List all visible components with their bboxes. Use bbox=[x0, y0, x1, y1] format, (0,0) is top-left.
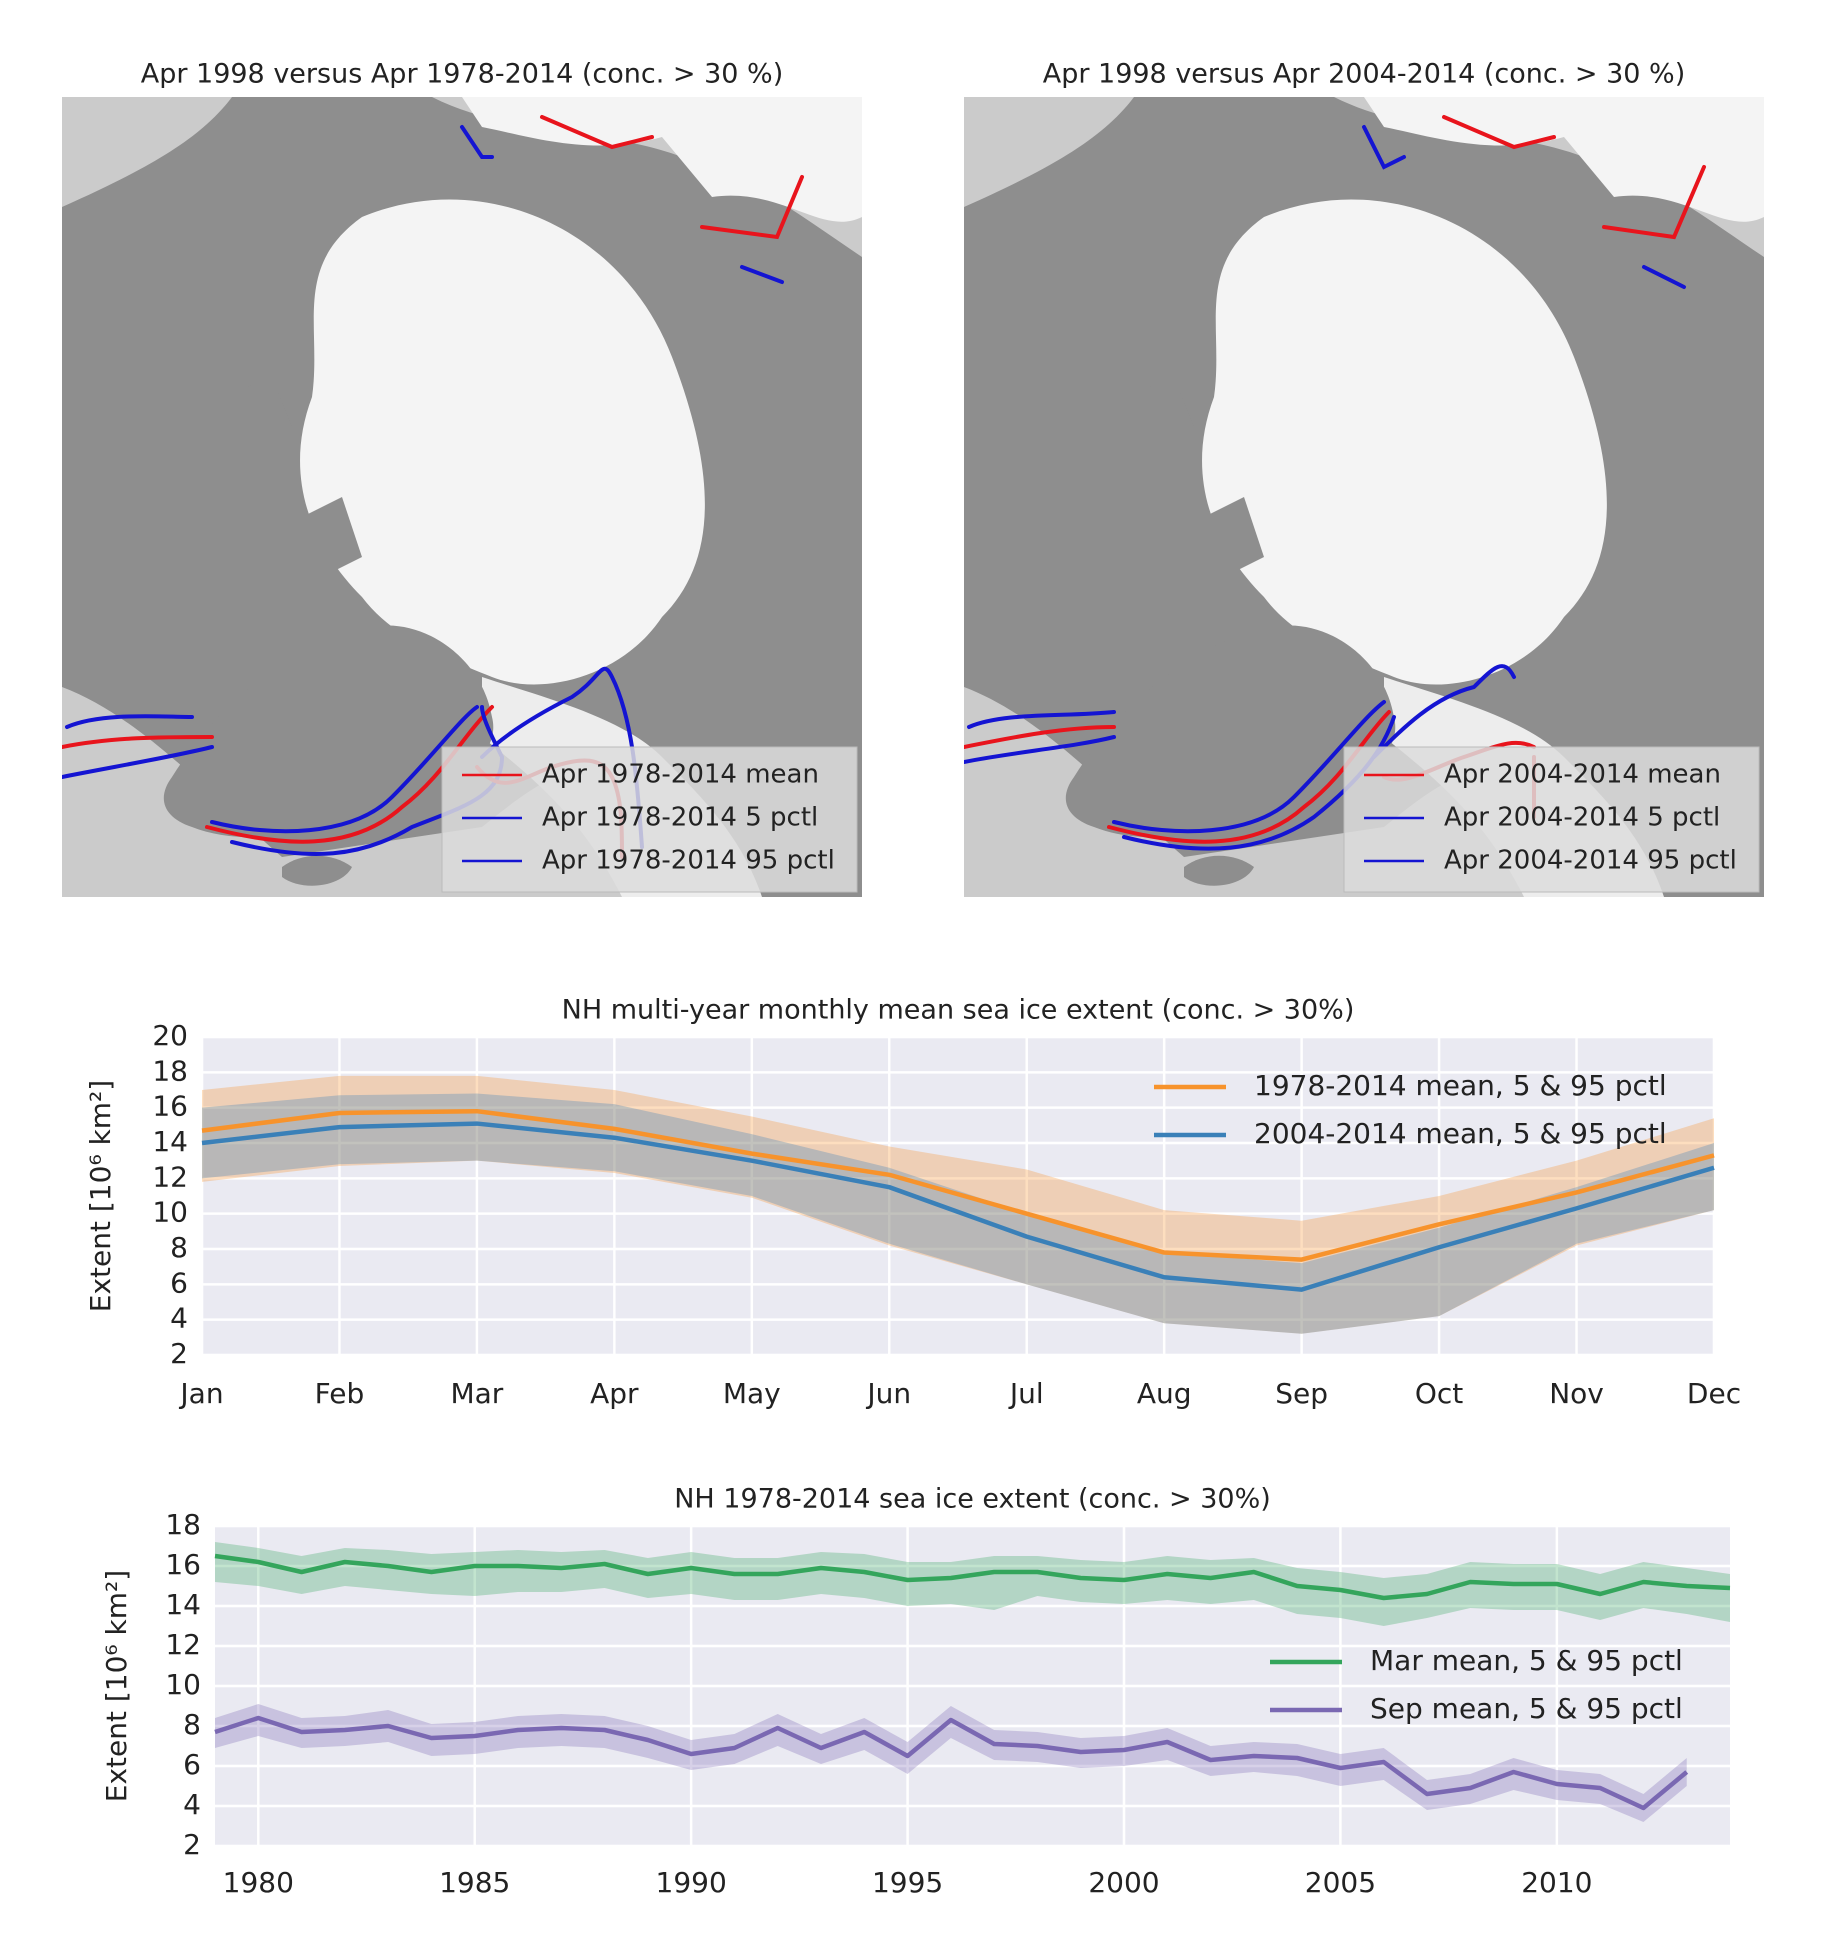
series-line bbox=[214, 1715, 1689, 1811]
ice-edge-contour bbox=[964, 735, 1116, 764]
ice-edge-contour bbox=[460, 125, 494, 159]
x-tick-label: 1985 bbox=[439, 1866, 510, 1899]
sea-ice bbox=[1202, 199, 1607, 685]
chart-title: NH 1978-2014 sea ice extent (conc. > 30%… bbox=[674, 1484, 1271, 1515]
ice-edge-contour bbox=[1442, 115, 1556, 150]
map-title: Apr 1998 versus Apr 2004-2014 (conc. > 3… bbox=[1043, 59, 1686, 90]
ice-edge-contour bbox=[65, 714, 194, 729]
x-tick-label: May bbox=[723, 1377, 781, 1410]
x-tick-label: Mar bbox=[450, 1377, 503, 1410]
y-tick-label: 12 bbox=[152, 1160, 188, 1193]
y-tick-label: 6 bbox=[170, 1266, 188, 1299]
ice-edge-contour bbox=[700, 175, 804, 240]
legend-label: Apr 1978-2014 mean bbox=[542, 760, 819, 790]
y-tick-label: 14 bbox=[152, 1125, 188, 1158]
map-title: Apr 1998 versus Apr 1978-2014 (conc. > 3… bbox=[141, 59, 784, 90]
y-axis-label: Extent [10⁶ km²] bbox=[84, 1080, 117, 1312]
greenland bbox=[1065, 625, 1396, 838]
ice-edge-contour bbox=[62, 735, 214, 749]
y-tick-label: 6 bbox=[183, 1748, 201, 1781]
x-tick-label: Dec bbox=[1687, 1377, 1741, 1410]
x-tick-label: Oct bbox=[1415, 1377, 1463, 1410]
x-tick-label: Apr bbox=[590, 1377, 639, 1410]
legend-label: Apr 1978-2014 5 pctl bbox=[542, 803, 818, 833]
x-tick-label: 2010 bbox=[1521, 1866, 1592, 1899]
islands bbox=[1124, 377, 1264, 577]
ice-edge-contour bbox=[964, 725, 1116, 749]
ice-edge-contour bbox=[1107, 710, 1391, 844]
y-tick-label: 10 bbox=[165, 1668, 201, 1701]
y-tick-label: 4 bbox=[170, 1302, 188, 1335]
x-tick-label: 2000 bbox=[1088, 1866, 1159, 1899]
y-tick-label: 16 bbox=[152, 1090, 188, 1123]
legend-box bbox=[1343, 746, 1760, 893]
chart-title: NH multi-year monthly mean sea ice exten… bbox=[562, 995, 1355, 1026]
x-tick-label: 1995 bbox=[872, 1866, 943, 1899]
band bbox=[215, 1704, 1687, 1822]
ice-edge-contour bbox=[1372, 664, 1516, 759]
y-tick-label: 14 bbox=[165, 1588, 201, 1621]
islands bbox=[222, 377, 362, 577]
y-axis-label: Extent [10⁶ km²] bbox=[100, 1570, 133, 1802]
legend-label: Apr 2004-2014 mean bbox=[1444, 760, 1721, 790]
ice-edge-contour bbox=[62, 745, 214, 779]
x-tick-label: Aug bbox=[1137, 1377, 1192, 1410]
legend-label: Sep mean, 5 & 95 pctl bbox=[1370, 1692, 1683, 1725]
band bbox=[202, 1075, 1714, 1334]
y-tick-label: 2 bbox=[170, 1337, 188, 1370]
ice-edge-contour bbox=[205, 705, 494, 844]
y-tick-label: 2 bbox=[183, 1828, 201, 1861]
map: Apr 1978-2014 mean Apr 1978-2014 5 pctl Ap… bbox=[62, 97, 862, 897]
legend-label: 1978-2014 mean, 5 & 95 pctl bbox=[1254, 1069, 1667, 1102]
ice-edge-contour bbox=[1362, 125, 1406, 170]
ice-edge-contour bbox=[1112, 700, 1386, 834]
x-tick-label: Nov bbox=[1549, 1377, 1604, 1410]
y-tick-label: 12 bbox=[165, 1628, 201, 1661]
series-line bbox=[201, 1121, 1715, 1292]
y-tick-label: 18 bbox=[152, 1054, 188, 1087]
sea-ice bbox=[462, 97, 862, 222]
y-tick-label: 10 bbox=[152, 1196, 188, 1229]
x-tick-label: Jul bbox=[1008, 1377, 1044, 1410]
ice-edge-contour bbox=[540, 115, 654, 150]
legend-label: Mar mean, 5 & 95 pctl bbox=[1370, 1644, 1683, 1677]
x-tick-label: Feb bbox=[315, 1377, 365, 1410]
x-tick-label: Jun bbox=[865, 1377, 911, 1410]
iceland bbox=[1184, 855, 1254, 886]
ice-edge-contour bbox=[210, 705, 479, 834]
ice-edge-contour bbox=[1642, 265, 1686, 289]
y-tick-label: 8 bbox=[170, 1231, 188, 1264]
x-tick-label: 1990 bbox=[656, 1866, 727, 1899]
x-tick-label: Sep bbox=[1275, 1377, 1328, 1410]
legend-label: Apr 2004-2014 95 pctl bbox=[1444, 846, 1737, 876]
ice-edge-contour bbox=[740, 265, 784, 284]
ice-edge-contour bbox=[1602, 165, 1706, 240]
iceland bbox=[282, 855, 352, 886]
legend-label: Apr 2004-2014 5 pctl bbox=[1444, 803, 1720, 833]
legend-label: 2004-2014 mean, 5 & 95 pctl bbox=[1254, 1117, 1667, 1150]
sea-ice bbox=[1364, 97, 1764, 222]
greenland bbox=[163, 625, 494, 838]
ocean bbox=[62, 97, 232, 207]
y-tick-label: 18 bbox=[165, 1508, 201, 1541]
y-tick-label: 8 bbox=[183, 1708, 201, 1741]
y-tick-label: 4 bbox=[183, 1788, 201, 1821]
x-tick-label: 1980 bbox=[223, 1866, 294, 1899]
series-line bbox=[201, 1108, 1715, 1262]
legend-label: Apr 1978-2014 95 pctl bbox=[542, 846, 835, 876]
sea-ice bbox=[300, 199, 705, 685]
series-line bbox=[214, 1553, 1731, 1601]
map: Apr 2004-2014 mean Apr 2004-2014 5 pctl Ap… bbox=[964, 97, 1764, 897]
legend-box bbox=[441, 746, 858, 893]
y-tick-label: 20 bbox=[152, 1019, 188, 1052]
y-tick-label: 16 bbox=[165, 1548, 201, 1581]
x-tick-label: Jan bbox=[178, 1377, 223, 1410]
ice-edge-contour bbox=[967, 710, 1116, 729]
ocean bbox=[964, 97, 1134, 207]
x-tick-label: 2005 bbox=[1305, 1866, 1376, 1899]
